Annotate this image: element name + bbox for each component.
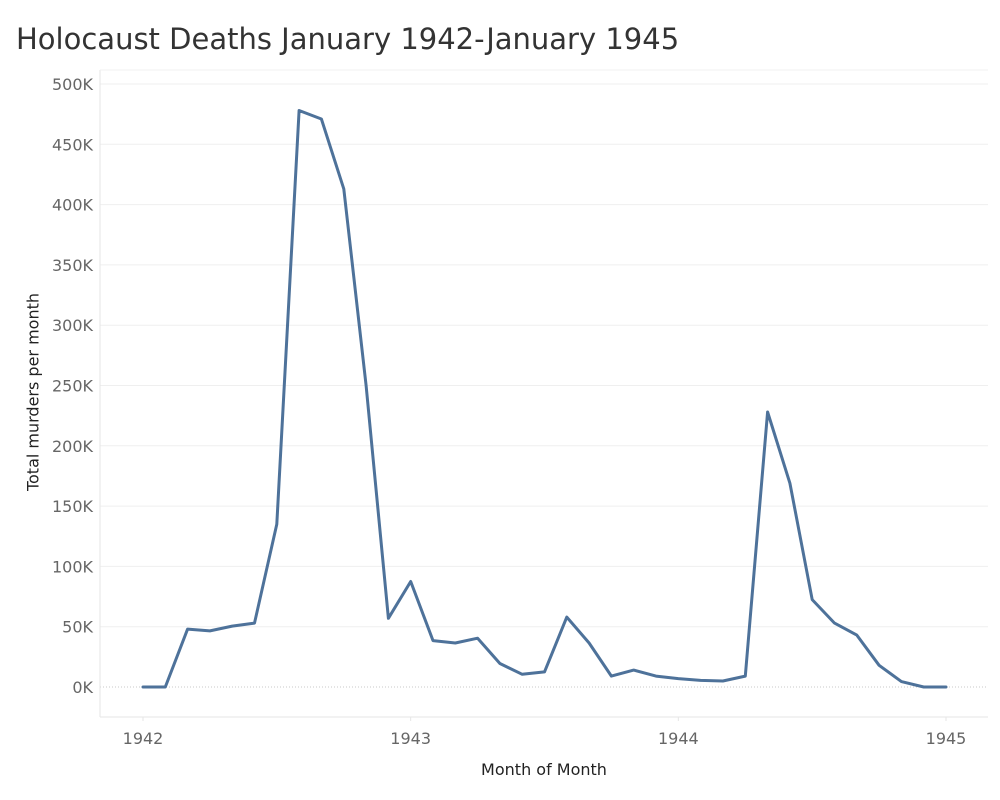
data-point xyxy=(676,677,680,681)
data-point xyxy=(386,616,390,620)
data-point xyxy=(297,109,301,113)
x-tick-label: 1945 xyxy=(926,729,967,748)
y-tick-label: 400K xyxy=(52,196,94,215)
data-point xyxy=(476,636,480,640)
y-tick-label: 250K xyxy=(52,377,94,396)
series-line xyxy=(141,109,948,689)
data-point xyxy=(587,641,591,645)
data-point xyxy=(788,481,792,485)
gridlines xyxy=(100,83,988,688)
data-point xyxy=(766,410,770,414)
data-point xyxy=(253,621,257,625)
data-point xyxy=(654,674,658,678)
data-point xyxy=(520,672,524,676)
y-tick-label: 50K xyxy=(62,618,93,637)
y-tick-label: 450K xyxy=(52,135,94,154)
data-point xyxy=(609,674,613,678)
data-point xyxy=(364,384,368,388)
data-point xyxy=(498,661,502,665)
data-point xyxy=(699,678,703,682)
x-tick-label: 1944 xyxy=(658,729,699,748)
data-point xyxy=(543,670,547,674)
y-tick-label: 150K xyxy=(52,497,94,516)
data-point xyxy=(832,621,836,625)
axes xyxy=(99,69,988,721)
data-point xyxy=(565,615,569,619)
y-tick-label: 300K xyxy=(52,316,94,335)
data-point xyxy=(721,679,725,683)
data-point xyxy=(342,187,346,191)
data-point xyxy=(899,680,903,684)
data-point xyxy=(877,663,881,667)
data-point xyxy=(453,641,457,645)
data-point xyxy=(230,624,234,628)
y-tick-label: 500K xyxy=(52,75,94,94)
data-point xyxy=(409,579,413,583)
data-point xyxy=(632,668,636,672)
x-axis-label: Month of Month xyxy=(481,760,607,779)
data-point xyxy=(810,598,814,602)
data-point xyxy=(186,627,190,631)
tick-labels: 0K 50K 100K 150K 200K 250K 300K 350K 400K 450K 500… xyxy=(52,75,966,748)
data-point xyxy=(922,685,926,689)
y-tick-label: 200K xyxy=(52,437,94,456)
data-point xyxy=(743,674,747,678)
data-point xyxy=(275,522,279,526)
data-point xyxy=(319,117,323,121)
y-tick-label: 0K xyxy=(72,678,93,697)
data-point xyxy=(163,685,167,689)
series-group xyxy=(141,109,948,689)
data-point xyxy=(944,685,948,689)
data-point xyxy=(855,633,859,637)
x-tick-label: 1942 xyxy=(123,729,164,748)
x-tick-label: 1943 xyxy=(390,729,431,748)
y-tick-label: 350K xyxy=(52,256,94,275)
data-point xyxy=(208,629,212,633)
data-point xyxy=(431,639,435,643)
y-tick-label: 100K xyxy=(52,557,94,576)
data-point xyxy=(141,685,145,689)
chart-title: Holocaust Deaths January 1942-January 19… xyxy=(16,22,680,56)
